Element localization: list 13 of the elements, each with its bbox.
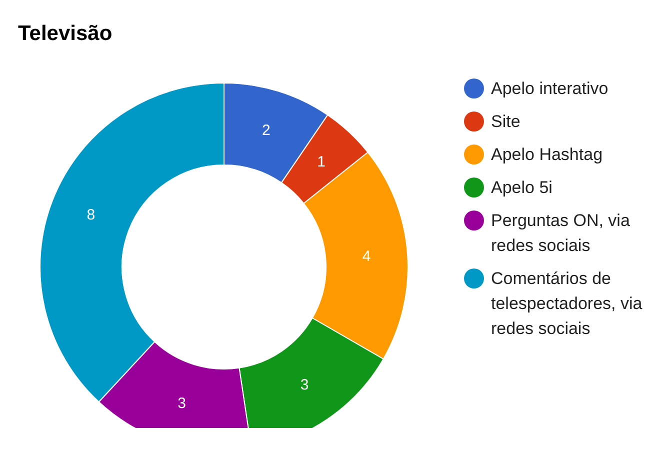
chart-title: Televisão (18, 22, 112, 46)
legend-label: Site (491, 111, 520, 133)
data-label: 8 (86, 206, 96, 224)
legend-label: Apelo 5i (491, 177, 552, 199)
legend-label: Apelo interativo (491, 78, 608, 100)
data-label: 3 (178, 395, 186, 412)
legend-label: Apelo Hashtag (491, 144, 603, 166)
data-label: 4 (362, 248, 371, 265)
data-label: 2 (262, 122, 270, 139)
legend-label: Comentários de telespectadores, via redes sociais (491, 268, 644, 340)
data-label: 1 (317, 154, 326, 171)
data-label: 3 (300, 376, 309, 394)
legend-label: Perguntas ON, via redes sociais (491, 210, 631, 257)
